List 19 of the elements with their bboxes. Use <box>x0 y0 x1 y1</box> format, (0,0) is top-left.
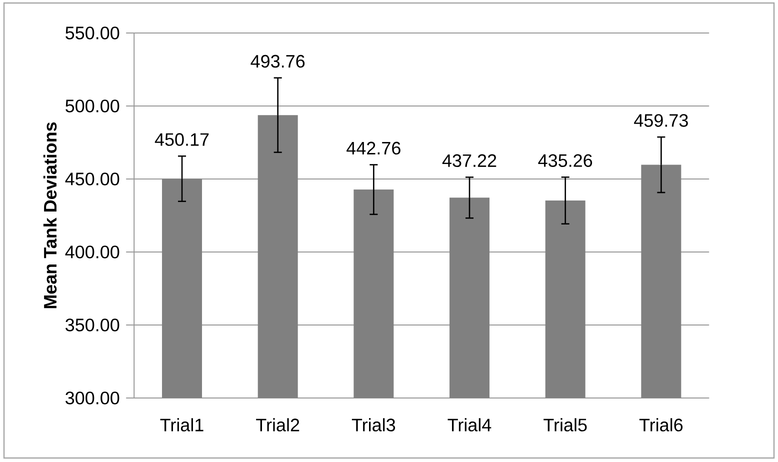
data-label: 459.73 <box>634 114 688 127</box>
y-tick-label: 400.00 <box>65 246 120 258</box>
y-tick-label: 300.00 <box>66 392 120 404</box>
x-tick-label: Trial5 <box>544 418 587 432</box>
x-tick-label: Trial1 <box>160 418 204 432</box>
data-label: 493.76 <box>250 54 305 68</box>
data-label: 435.26 <box>538 154 592 167</box>
data-label: 450.17 <box>154 133 209 146</box>
data-label: 437.22 <box>442 154 496 167</box>
y-tick-label: 500.00 <box>66 100 120 112</box>
y-tick-label: 450.00 <box>65 172 120 186</box>
data-label: 442.76 <box>346 142 400 155</box>
x-tick-label: Trial6 <box>639 418 683 432</box>
x-tick-label: Trial3 <box>352 418 396 432</box>
x-tick-label: Trial4 <box>448 418 492 432</box>
y-tick-label: 350.00 <box>66 318 120 332</box>
y-tick-label: 550.00 <box>66 26 120 40</box>
x-tick-label: Trial2 <box>256 418 300 432</box>
y-axis-title: Mean Tank Deviations <box>43 122 57 308</box>
